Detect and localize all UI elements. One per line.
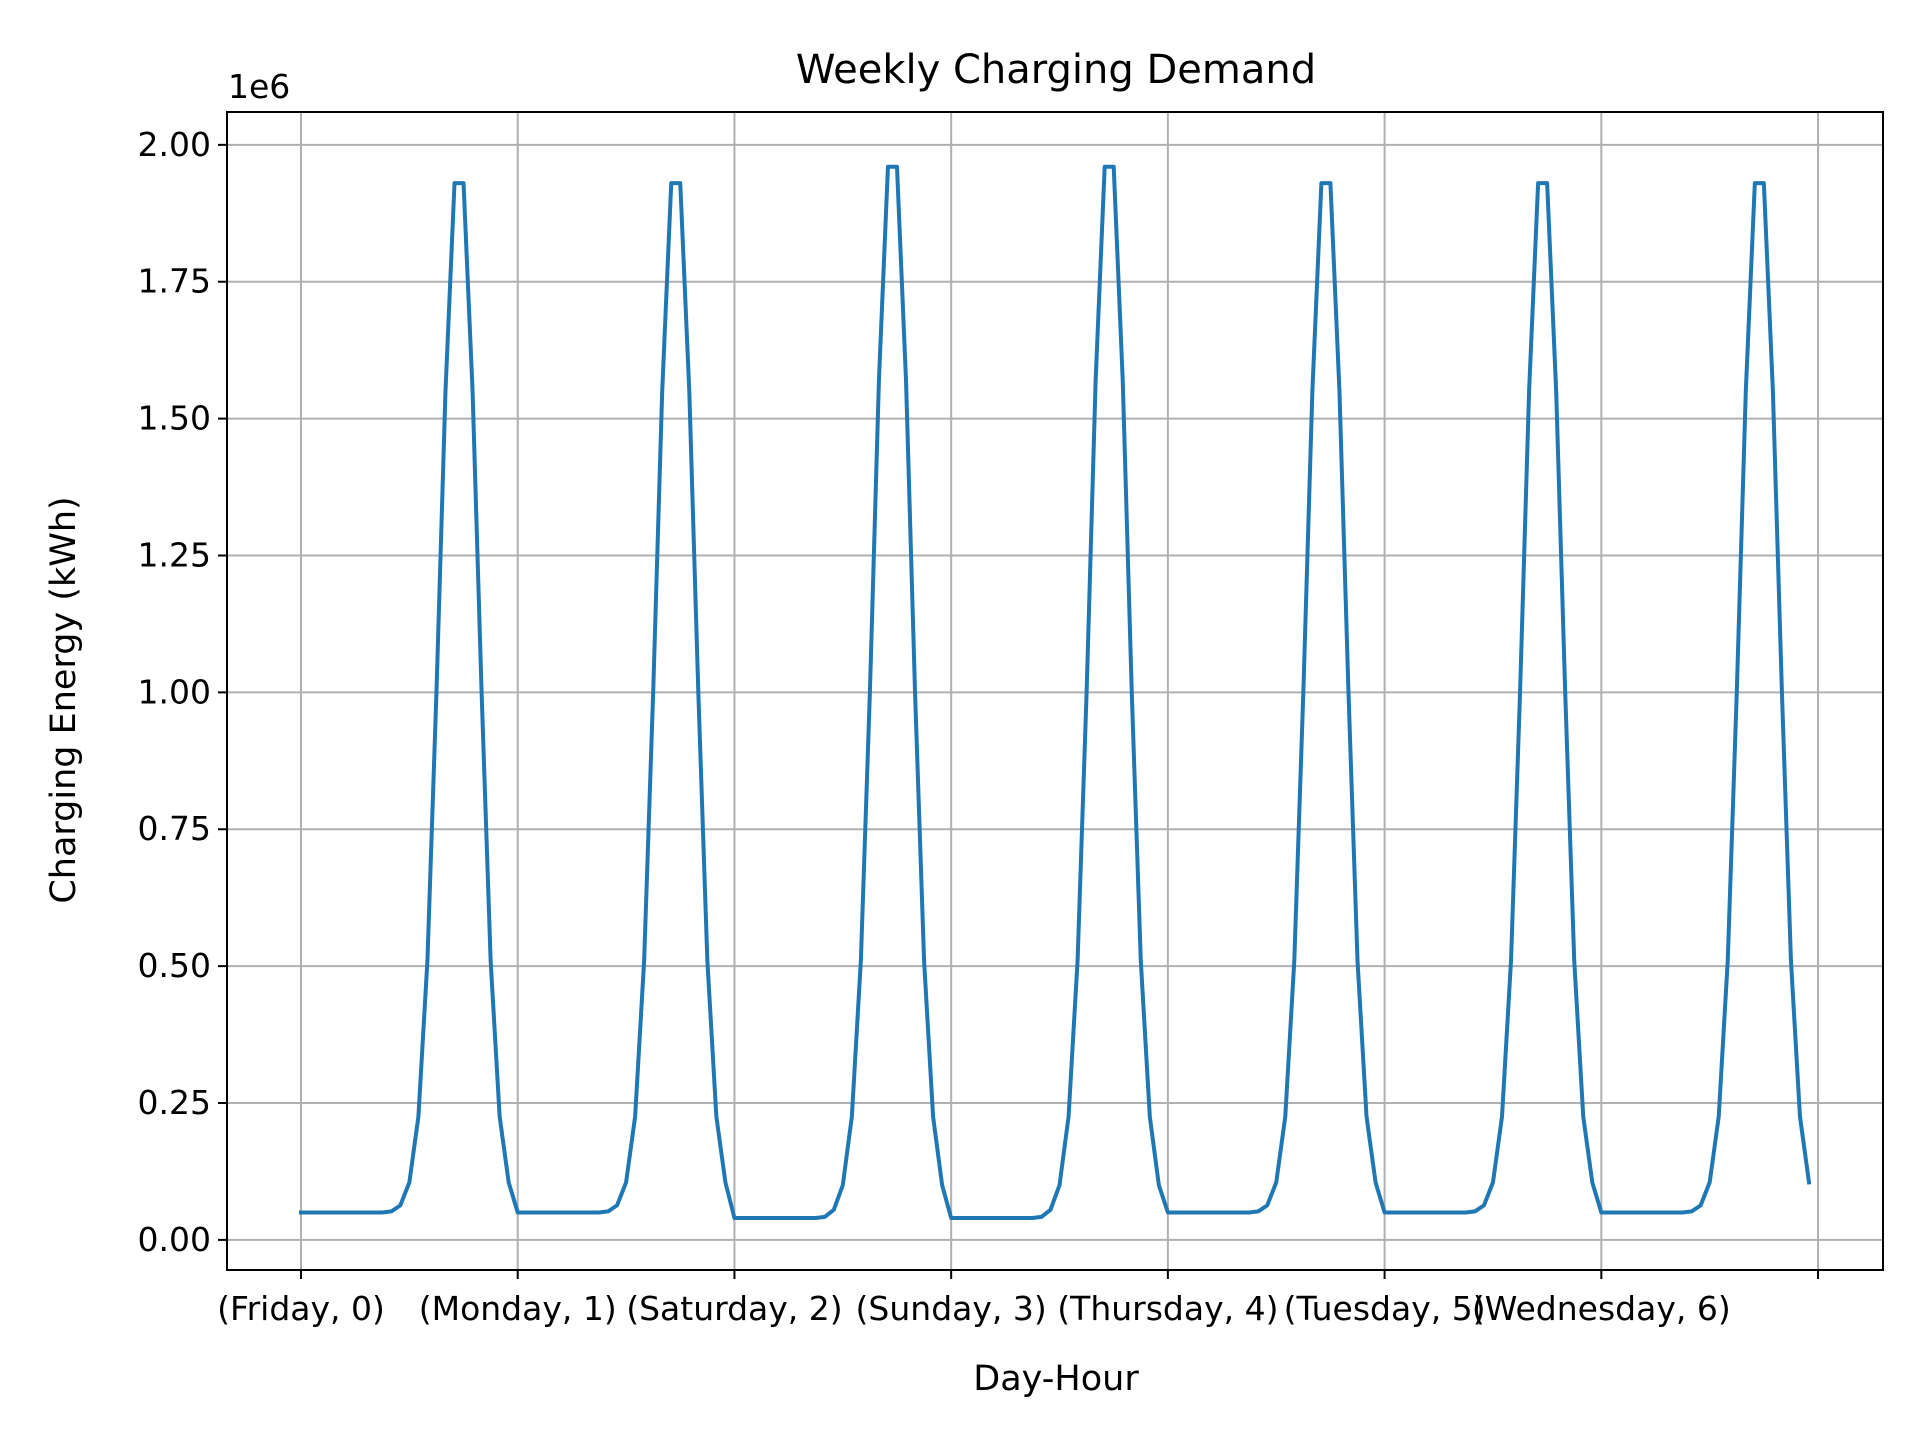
x-tick-label: (Sunday, 3) — [856, 1289, 1047, 1328]
y-tick-label: 2.00 — [138, 125, 211, 164]
grid-lines — [227, 112, 1883, 1270]
y-tick-label: 1.50 — [138, 399, 211, 438]
y-tick-label: 1.25 — [138, 535, 211, 574]
x-tick-label: (Friday, 0) — [217, 1289, 385, 1328]
x-tick-label: (Wednesday, 6) — [1472, 1289, 1731, 1328]
plot-frame — [226, 111, 1884, 1271]
y-tick-label: 1.00 — [138, 672, 211, 711]
y-tick-label: 0.25 — [138, 1083, 211, 1122]
x-tick-label: (Tuesday, 5) — [1284, 1289, 1486, 1328]
y-axis-label: Charging Energy (kWh) — [44, 496, 84, 903]
y-axis: 0.00 0.25 0.50 0.75 1.00 1.25 1.50 1.75 2.00 — [138, 125, 227, 1259]
y-tick-label: 0.50 — [138, 946, 211, 985]
y-axis-offset-text: 1e6 — [228, 67, 290, 106]
x-axis: (Friday, 0) (Monday, 1) (Saturday, 2) (Sund… — [217, 1270, 1820, 1328]
y-tick-label: 1.75 — [138, 262, 211, 301]
chart-title: Weekly Charging Demand — [796, 47, 1316, 93]
y-tick-label: 0.00 — [138, 1220, 211, 1259]
x-tick-label: (Saturday, 2) — [626, 1289, 842, 1328]
series-line — [299, 164, 1812, 1220]
x-axis-label: Day-Hour — [973, 1359, 1139, 1399]
x-tick-label: (Monday, 1) — [419, 1289, 617, 1328]
x-tick-label: (Thursday, 4) — [1057, 1289, 1278, 1328]
y-tick-label: 0.75 — [138, 809, 211, 848]
